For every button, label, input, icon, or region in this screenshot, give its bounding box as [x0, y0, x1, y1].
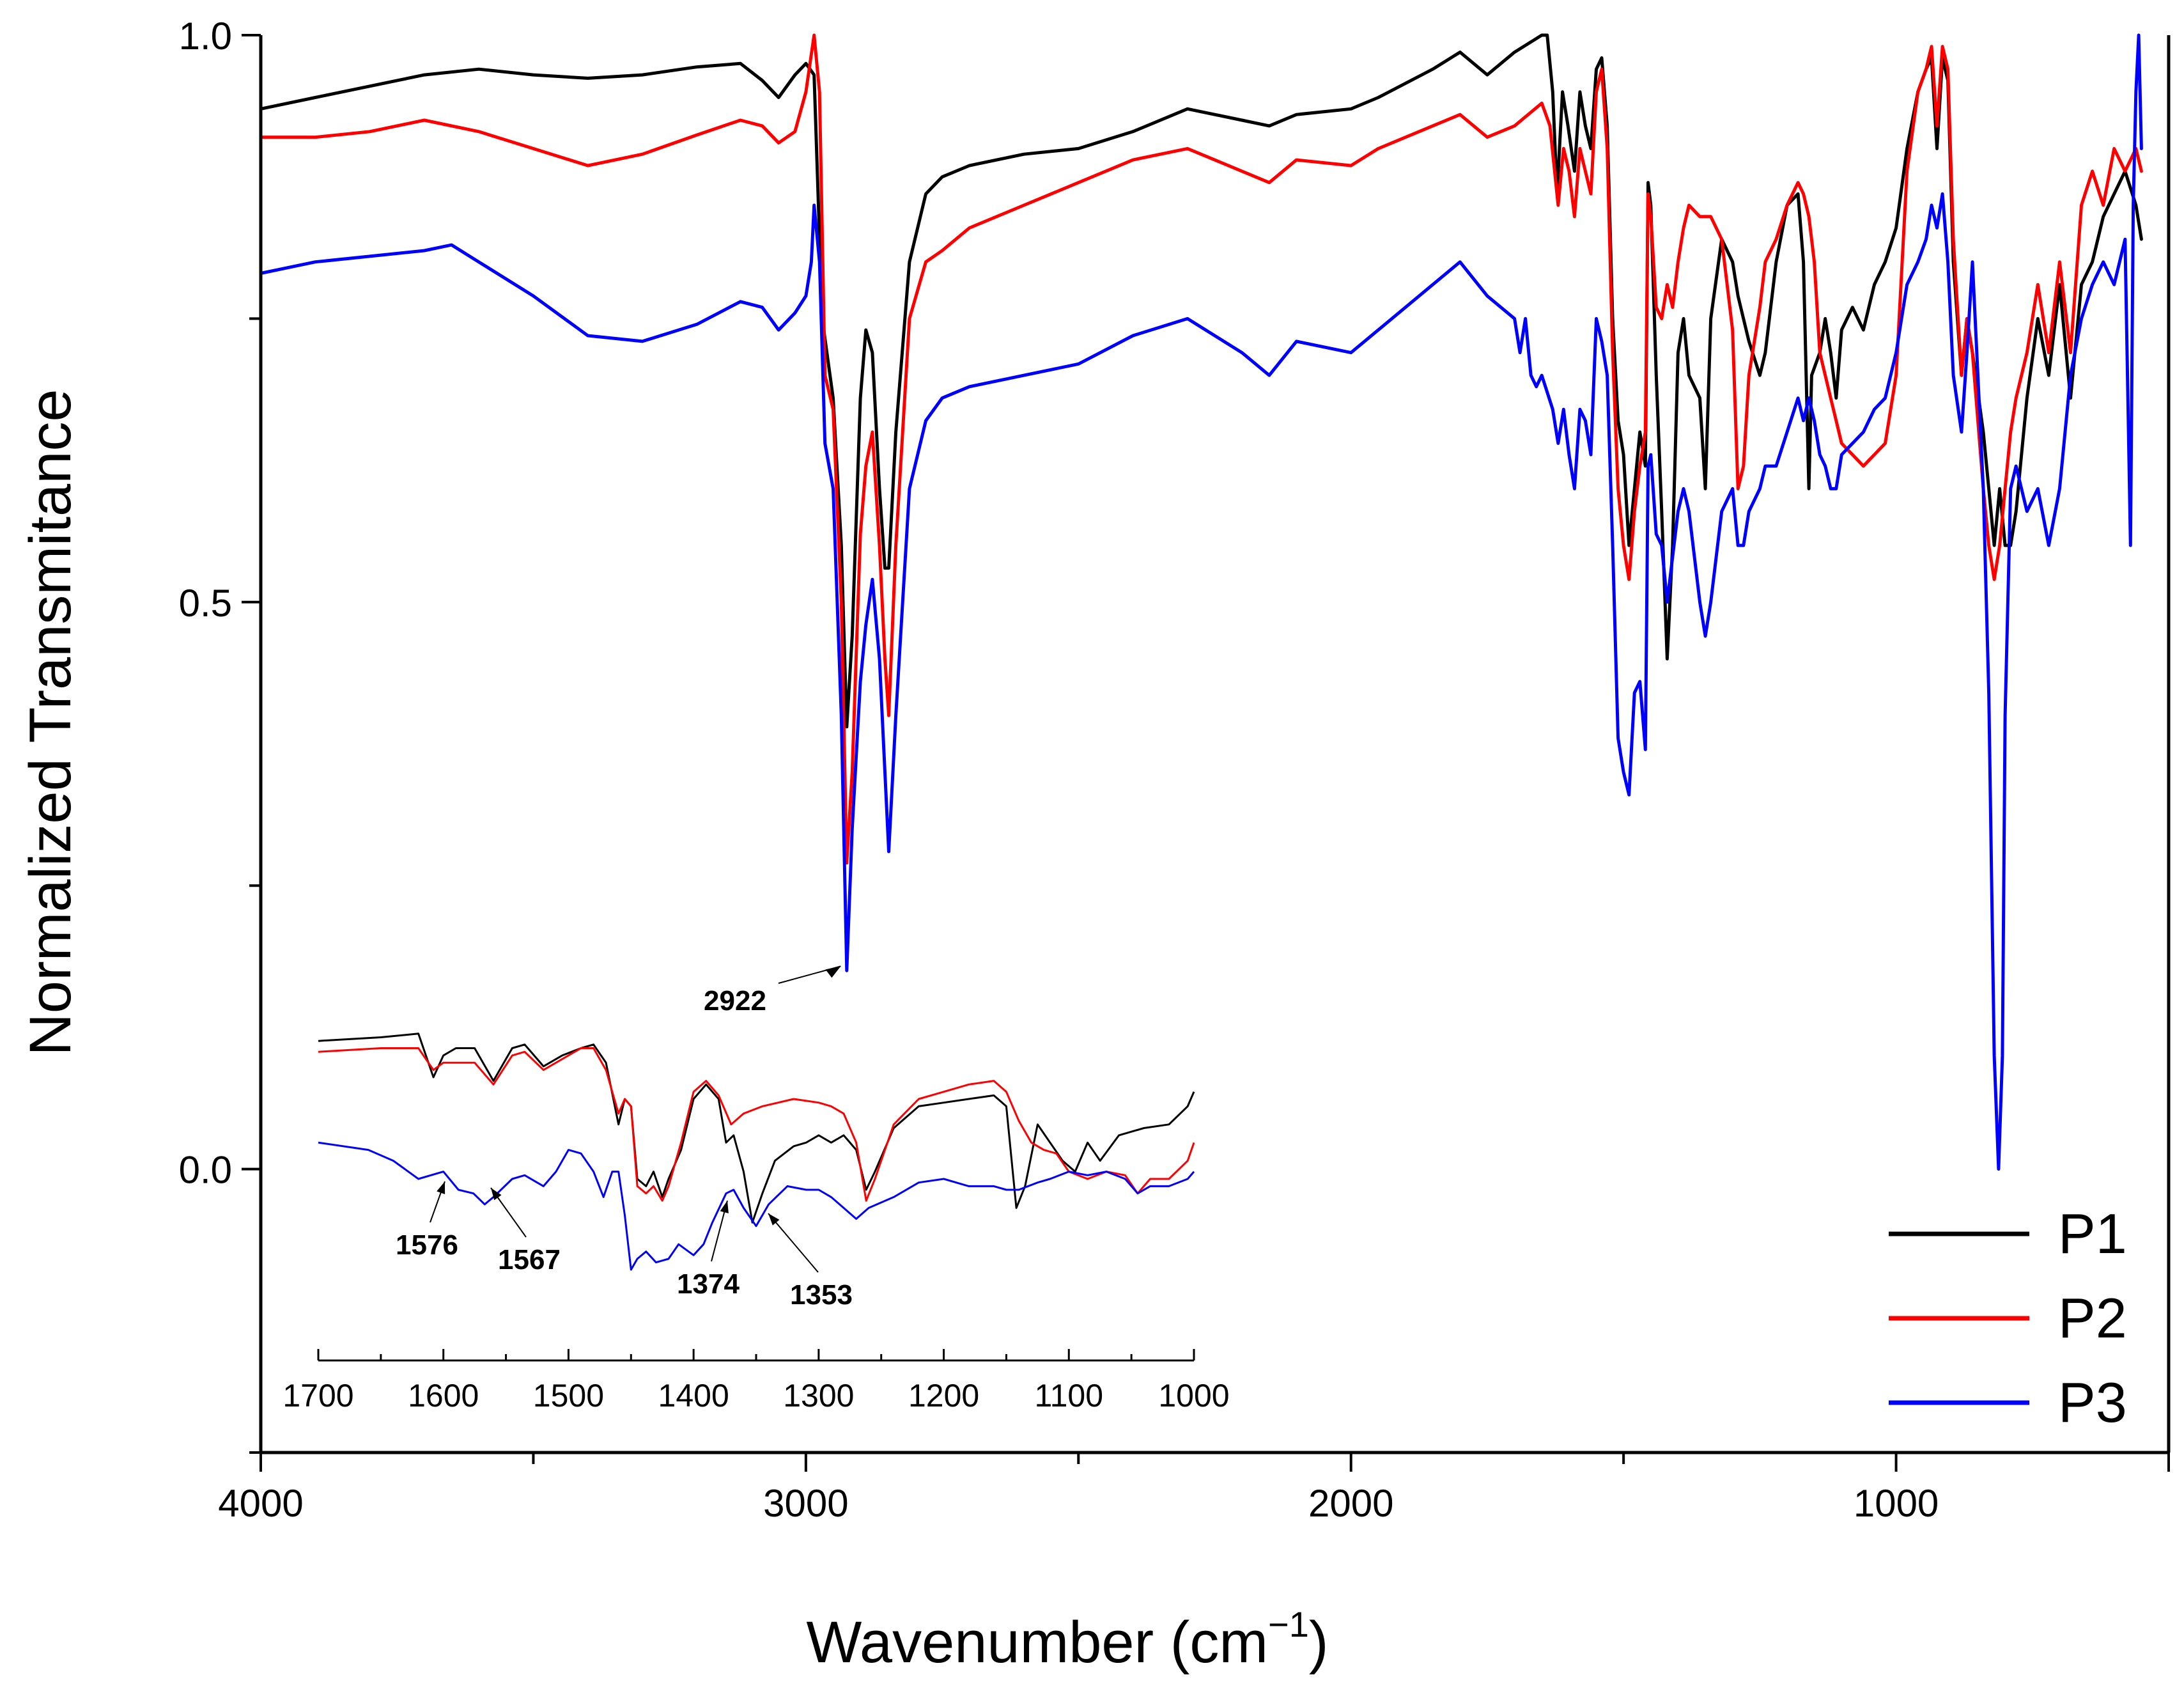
main-annotations-group: 2922	[704, 965, 841, 1017]
series-line-p3	[259, 33, 2143, 1171]
x-tick-label: 2000	[1308, 1482, 1393, 1525]
inset-plot: 1700 1600 1500 1400 1300 1200 1100 1000 1576 156…	[283, 1033, 1230, 1414]
x-tick-label: 1000	[1854, 1482, 1939, 1525]
inset-annotation-label: 1374	[677, 1268, 740, 1300]
y-tick-label: 1.0	[179, 15, 232, 58]
legend: P1 P2 P3	[1889, 1202, 2127, 1434]
inset-x-tick-label: 1500	[533, 1378, 604, 1414]
inset-x-tick-label: 1300	[783, 1378, 854, 1414]
inset-annotation-arrowhead	[720, 1201, 729, 1213]
inset-annotation-arrowhead	[437, 1181, 445, 1194]
inset-series-line-p1	[318, 1033, 1195, 1224]
inset-series-line-p3	[318, 1141, 1195, 1271]
x-axis-title-main: Wavenumber (cm	[806, 1610, 1268, 1675]
x-tick-label: 4000	[218, 1482, 303, 1525]
x-axis-title: Wavenumber (cm−1)	[806, 1604, 1328, 1675]
legend-label-p3: P3	[2058, 1371, 2127, 1434]
series-line-p1	[259, 33, 2143, 729]
inset-annotation-arrow	[768, 1213, 819, 1273]
inset-annotation-label: 1567	[498, 1244, 561, 1275]
inset-annotation-arrowhead	[491, 1188, 502, 1201]
inset-annotation-label: 1576	[396, 1229, 458, 1261]
inset-annotation-label: 1353	[790, 1279, 853, 1311]
inset-x-tick-label: 1600	[408, 1378, 479, 1414]
annotation-arrowhead	[825, 966, 841, 978]
annotation-label: 2922	[704, 985, 766, 1017]
main-plot: 4000 3000 2000 1000 0.0 0.5 1.0	[179, 15, 2171, 1525]
inset-x-tick-label: 1000	[1158, 1378, 1229, 1414]
main-axes-group: 4000 3000 2000 1000 0.0 0.5 1.0	[179, 15, 2171, 1525]
x-tick-label: 3000	[763, 1482, 848, 1525]
legend-label-p2: P2	[2058, 1286, 2127, 1350]
inset-x-tick-label: 1700	[283, 1378, 353, 1414]
inset-x-tick-label: 1400	[658, 1378, 729, 1414]
inset-series-line-p2	[318, 1047, 1195, 1202]
inset-annotation-arrowhead	[768, 1213, 780, 1226]
series-line-p2	[259, 33, 2143, 865]
y-axis-title: Normalized Transmitance	[18, 389, 83, 1056]
y-tick-label: 0.5	[179, 582, 232, 625]
inset-x-tick-label: 1200	[908, 1378, 979, 1414]
x-axis-title-suffix: )	[1309, 1610, 1329, 1675]
legend-label-p1: P1	[2058, 1202, 2127, 1265]
inset-axes-group: 1700 1600 1500 1400 1300 1200 1100 1000	[283, 1349, 1230, 1414]
inset-x-tick-label: 1100	[1035, 1378, 1104, 1414]
inset-series-group	[318, 1033, 1195, 1271]
x-axis-title-superscript: −1	[1268, 1604, 1309, 1644]
inset-annotations-group: 1576 1567 1374 1353	[396, 1181, 853, 1311]
main-series-group	[259, 33, 2143, 1171]
y-tick-label: 0.0	[179, 1149, 232, 1192]
